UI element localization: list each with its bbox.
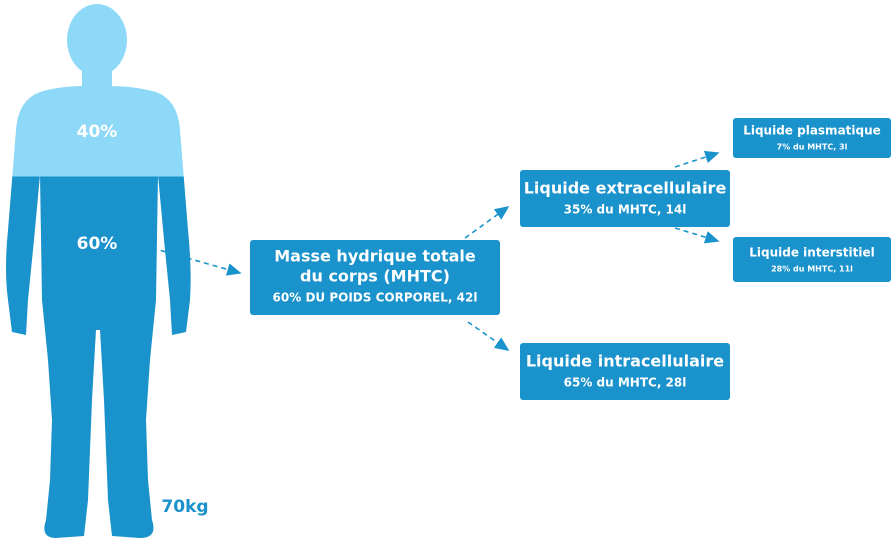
node: Liquide intracellulaire 65% du MHTC, 28l xyxy=(520,343,730,400)
upper-percent: 40% xyxy=(77,122,118,142)
node: Liquide plasmatique 7% du MHTC, 3l xyxy=(733,118,891,158)
node-subtitle: 60% DU POIDS CORPOREL, 42l xyxy=(273,291,478,305)
node-title: du corps (MHTC) xyxy=(300,267,450,286)
node-box xyxy=(733,237,891,282)
node: Liquide extracellulaire 35% du MHTC, 14l xyxy=(520,170,730,227)
diagram: 40% 60% 70kg Masse hydrique totale du co… xyxy=(0,0,892,542)
weight-label: 70kg xyxy=(161,497,208,517)
node-subtitle: 65% du MHTC, 28l xyxy=(564,376,687,390)
node-subtitle: 28% du MHTC, 11l xyxy=(771,265,853,274)
arrow xyxy=(465,207,508,238)
node: Masse hydrique totale du corps (MHTC) 60… xyxy=(250,240,500,315)
arrow xyxy=(675,153,718,167)
arrow xyxy=(152,248,240,273)
node-title: Liquide extracellulaire xyxy=(524,179,727,198)
lower-percent: 60% xyxy=(77,234,118,254)
arrow xyxy=(675,228,718,241)
node-subtitle: 35% du MHTC, 14l xyxy=(564,203,687,217)
node-title: Liquide intracellulaire xyxy=(526,352,724,371)
arrow xyxy=(468,322,508,350)
node: Liquide interstitiel 28% du MHTC, 11l xyxy=(733,237,891,282)
node-title: Liquide interstitiel xyxy=(749,246,874,260)
node-title: Liquide plasmatique xyxy=(743,124,881,138)
human-silhouette xyxy=(6,4,191,538)
node-subtitle: 7% du MHTC, 3l xyxy=(777,143,848,152)
node-title: Masse hydrique totale xyxy=(274,247,476,266)
